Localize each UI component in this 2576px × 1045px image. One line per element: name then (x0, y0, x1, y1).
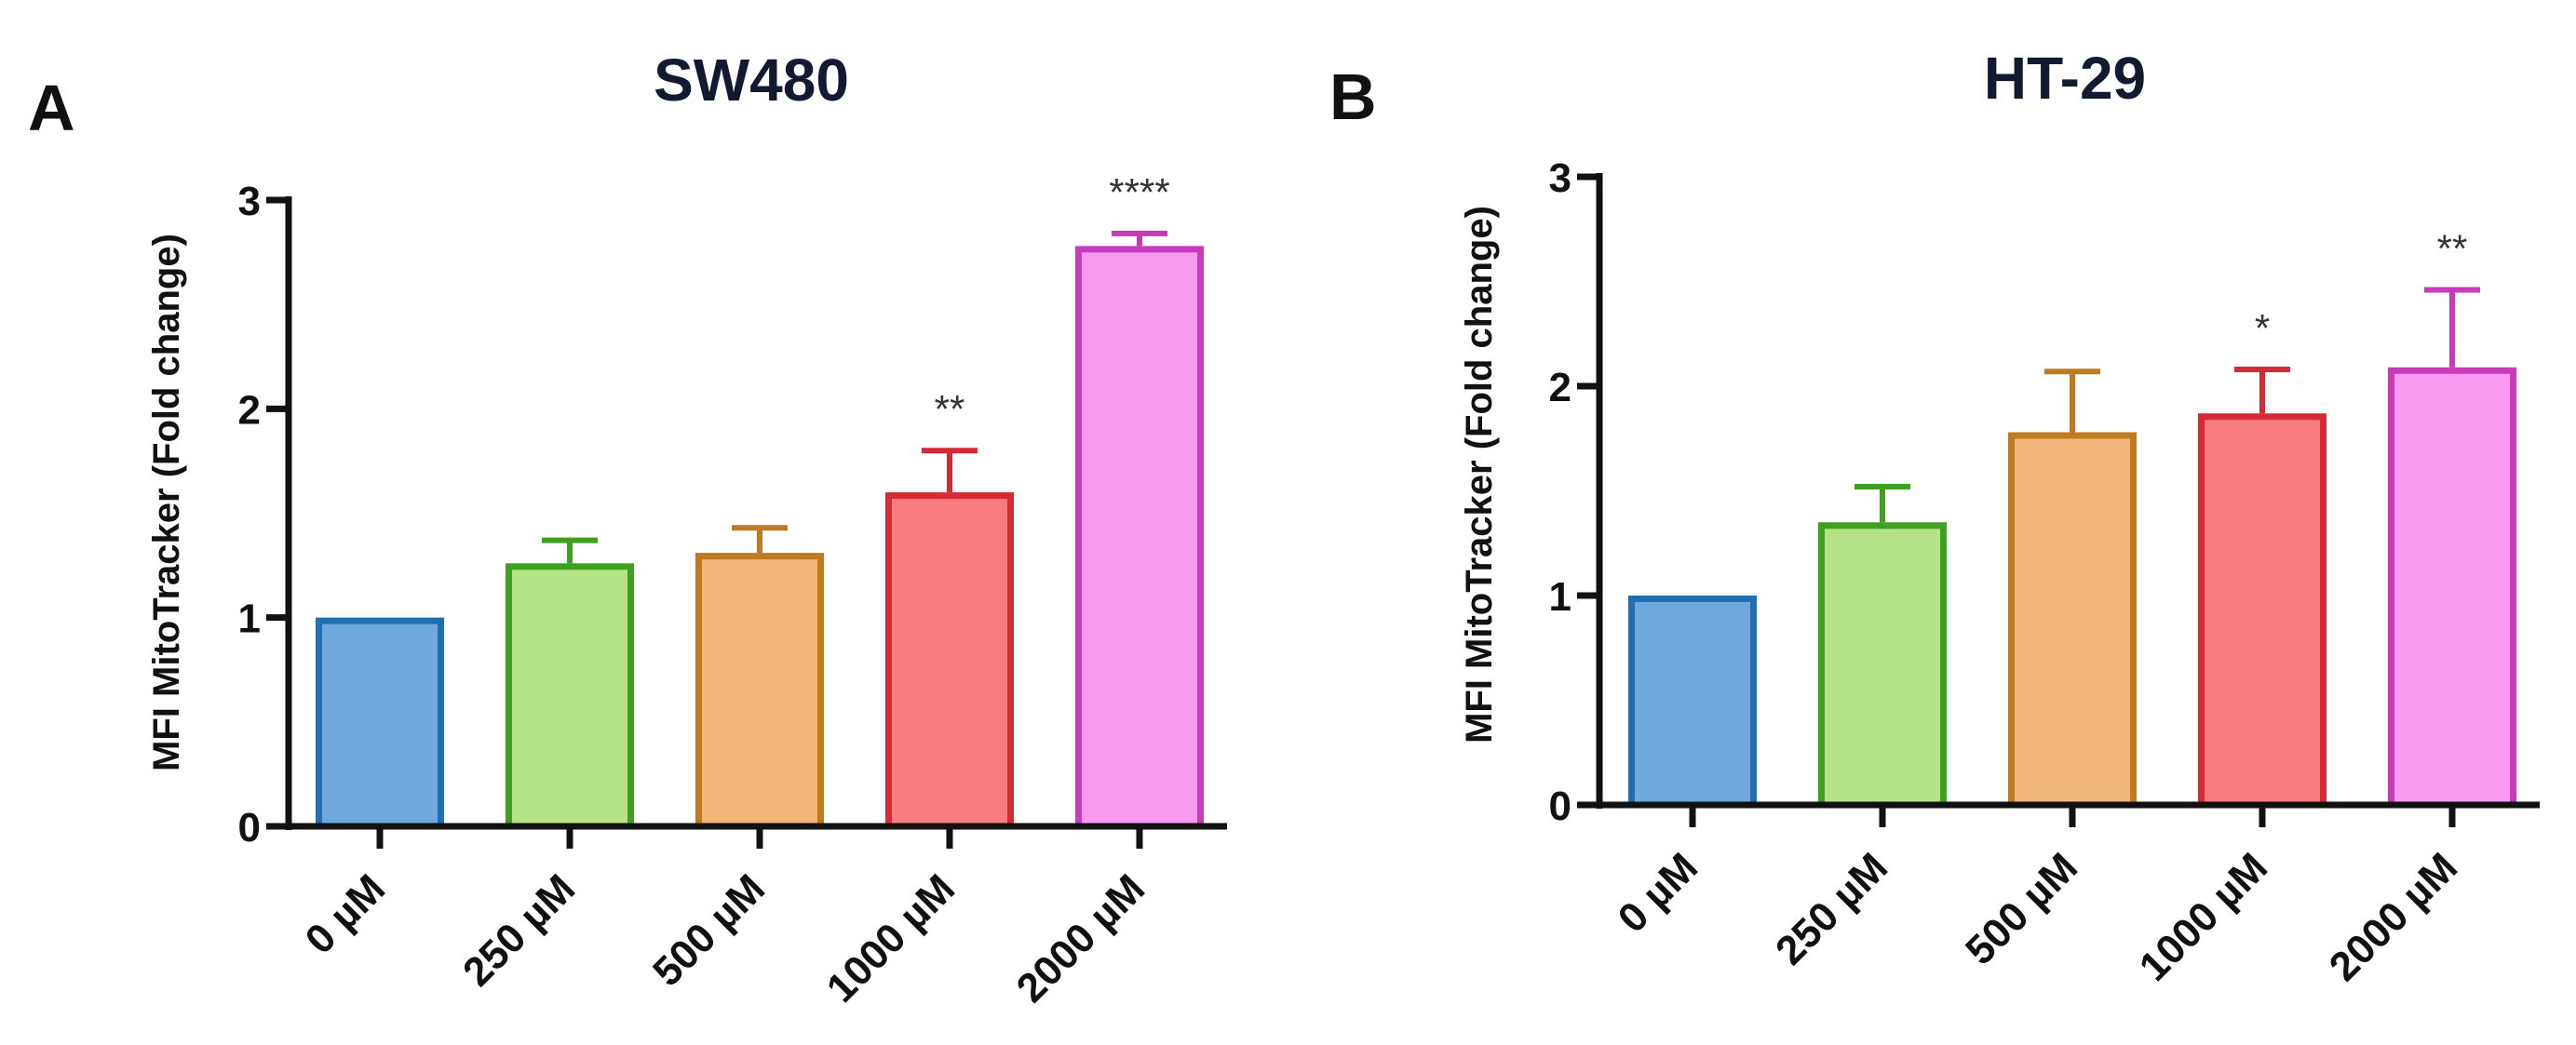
bar-b-2 (2008, 432, 2137, 809)
bar-a-0 (316, 617, 444, 830)
bar-a-4 (1075, 246, 1204, 830)
y-tick-label-a-3: 3 (238, 179, 261, 224)
panel-letter-a: A (28, 72, 75, 144)
y-tick-label-b-0: 0 (1549, 784, 1571, 829)
category-label-b-0: 0 µM (1610, 844, 1706, 941)
y-axis-label-b: MFI MitoTracker (Fold change) (1459, 206, 1500, 744)
category-label-b-3: 1000 µM (2131, 844, 2276, 989)
significance-label-b-4: ** (2437, 227, 2468, 271)
chart-title-a: SW480 (654, 47, 849, 114)
panel-b: B HT-29 MFI MitoTracker (Fold change) 0 … (1329, 45, 2540, 990)
category-label-b-2: 500 µM (1957, 844, 2086, 973)
y-tick-label-b-2: 2 (1549, 365, 1571, 410)
y-tick-label-a-2: 2 (238, 387, 261, 433)
panel-letter-b: B (1329, 60, 1377, 133)
significance-label-a-3: ** (935, 387, 965, 431)
category-label-a-4: 2000 µM (1008, 865, 1153, 1011)
y-tick-label-b-3: 3 (1549, 155, 1571, 201)
panel-a: A SW480 MFI MitoTracker (Fold change) 0 … (28, 47, 1227, 1012)
significance-label-b-3: * (2255, 306, 2270, 350)
category-label-a-1: 250 µM (454, 865, 584, 995)
bar-b-3 (2198, 413, 2326, 809)
bar-b-0 (1628, 596, 1757, 809)
significance-label-a-4: **** (1109, 170, 1169, 214)
y-axis-label-a: MFI MitoTracker (Fold change) (146, 234, 187, 771)
category-label-b-1: 250 µM (1767, 844, 1896, 973)
bar-a-3 (885, 492, 1014, 830)
y-tick-label-b-1: 1 (1549, 574, 1571, 620)
category-label-b-4: 2000 µM (2321, 844, 2466, 989)
y-tick-label-a-1: 1 (238, 596, 261, 642)
bar-a-2 (695, 553, 824, 830)
category-label-a-0: 0 µM (297, 865, 394, 962)
bar-a-1 (506, 563, 634, 830)
category-label-a-2: 500 µM (644, 865, 774, 995)
bar-b-4 (2388, 367, 2516, 809)
y-tick-label-a-0: 0 (238, 805, 261, 851)
category-label-a-3: 1000 µM (818, 865, 964, 1011)
bar-b-1 (1818, 522, 1947, 809)
chart-title-b: HT-29 (1984, 45, 2146, 112)
